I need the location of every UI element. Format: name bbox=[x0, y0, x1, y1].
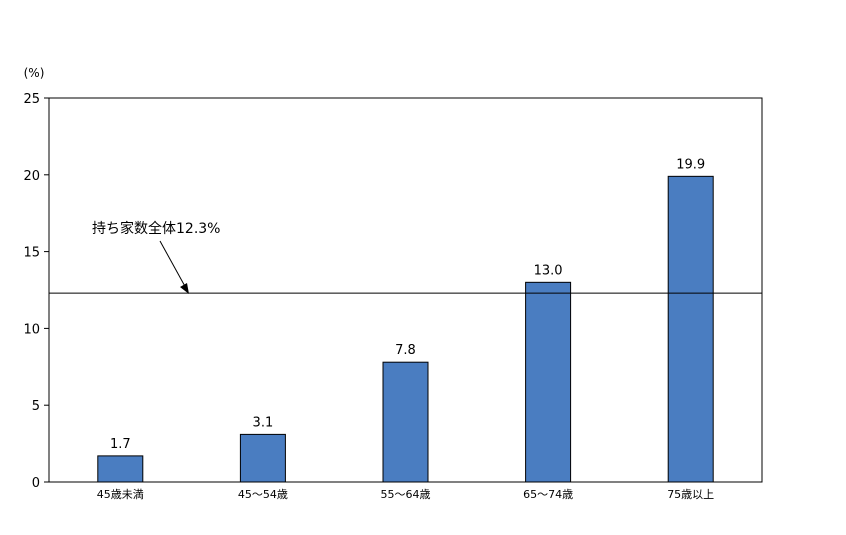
data-labels: 1.7 3.1 7.8 13.0 19.9 bbox=[110, 157, 705, 452]
data-label: 7.8 bbox=[395, 343, 416, 358]
y-tick-label: 0 bbox=[32, 476, 40, 491]
annotation-arrow bbox=[159, 240, 188, 291]
data-label: 3.1 bbox=[253, 415, 274, 430]
y-tick-label: 20 bbox=[23, 169, 40, 184]
x-category-label: 65～74歳 bbox=[523, 488, 573, 501]
y-tick-label: 10 bbox=[23, 322, 40, 337]
annotation-arrowhead bbox=[180, 283, 189, 294]
y-tick-label: 25 bbox=[23, 92, 40, 107]
bar bbox=[239, 433, 286, 483]
bar bbox=[667, 175, 714, 483]
bar-series bbox=[97, 175, 714, 483]
data-label: 19.9 bbox=[676, 157, 705, 172]
bar bbox=[382, 361, 429, 483]
y-axis-unit-label: (%) bbox=[24, 66, 45, 80]
reference-line-annotation: 持ち家数全体12.3% bbox=[92, 220, 220, 237]
y-tick-label: 5 bbox=[32, 399, 40, 414]
y-tick-label: 15 bbox=[23, 246, 40, 261]
x-axis: 45歳未満 45～54歳 55～64歳 65～74歳 75歳以上 bbox=[97, 488, 714, 501]
x-category-label: 45歳未満 bbox=[97, 488, 144, 501]
x-category-label: 75歳以上 bbox=[667, 488, 714, 501]
data-label: 13.0 bbox=[534, 263, 563, 278]
x-category-label: 45～54歳 bbox=[238, 488, 288, 501]
data-label: 1.7 bbox=[110, 437, 131, 452]
x-category-label: 55～64歳 bbox=[381, 488, 431, 501]
bar bbox=[97, 455, 144, 483]
y-axis: 0 5 10 15 20 25 bbox=[23, 92, 49, 491]
bar bbox=[525, 281, 572, 483]
